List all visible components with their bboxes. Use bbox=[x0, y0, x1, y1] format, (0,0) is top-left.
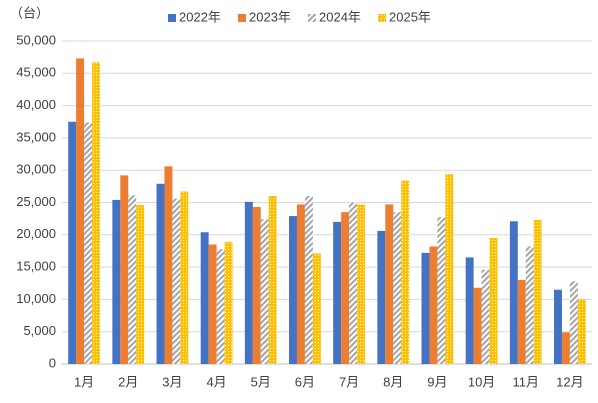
y-tick-label: 30,000 bbox=[16, 162, 56, 177]
bar bbox=[112, 199, 121, 364]
bar bbox=[180, 191, 189, 364]
bar bbox=[164, 166, 173, 364]
y-tick-label: 45,000 bbox=[16, 65, 56, 80]
bar bbox=[208, 244, 217, 364]
bar bbox=[333, 221, 342, 364]
bar bbox=[401, 180, 410, 364]
bar bbox=[465, 257, 474, 364]
bar bbox=[244, 201, 253, 364]
bar bbox=[120, 175, 129, 364]
x-tick-label: 9月 bbox=[427, 374, 447, 389]
bar bbox=[421, 252, 430, 364]
bar bbox=[517, 280, 526, 364]
y-tick-label: 15,000 bbox=[16, 259, 56, 274]
bar bbox=[156, 183, 165, 364]
bar bbox=[569, 281, 578, 364]
bar bbox=[289, 216, 297, 364]
bar bbox=[437, 217, 446, 364]
bar bbox=[489, 238, 498, 364]
bar bbox=[260, 219, 269, 364]
x-tick-label: 10月 bbox=[468, 374, 495, 389]
bar bbox=[136, 205, 145, 364]
x-tick-label: 2月 bbox=[118, 374, 138, 389]
bar bbox=[252, 207, 261, 364]
x-tick-label: 7月 bbox=[339, 374, 359, 389]
bar bbox=[76, 58, 85, 364]
bar bbox=[224, 241, 233, 364]
bar bbox=[200, 232, 209, 364]
bar bbox=[429, 246, 438, 364]
x-tick-label: 5月 bbox=[251, 374, 271, 389]
legend-swatch bbox=[238, 14, 246, 22]
y-unit: （台） bbox=[10, 5, 49, 20]
x-tick-label: 1月 bbox=[74, 374, 94, 389]
bar bbox=[341, 212, 350, 364]
legend-label: 2022年 bbox=[179, 9, 221, 24]
bar bbox=[296, 204, 305, 364]
bar bbox=[561, 332, 570, 364]
y-tick-label: 5,000 bbox=[23, 323, 56, 338]
legend-swatch bbox=[378, 14, 386, 22]
legend-label: 2025年 bbox=[389, 9, 431, 24]
bar bbox=[172, 198, 181, 364]
y-tick-label: 25,000 bbox=[16, 194, 56, 209]
bar bbox=[312, 253, 321, 364]
x-tick-label: 11月 bbox=[513, 374, 540, 389]
bar bbox=[216, 249, 225, 364]
bar bbox=[128, 195, 137, 364]
bar bbox=[445, 174, 454, 364]
x-tick-label: 6月 bbox=[295, 374, 315, 389]
bar bbox=[357, 204, 365, 364]
bar bbox=[525, 246, 534, 364]
legend-swatch bbox=[168, 14, 176, 22]
bar bbox=[481, 269, 490, 364]
y-tick-label: 40,000 bbox=[16, 97, 56, 112]
bar bbox=[68, 121, 77, 364]
legend-label: 2023年 bbox=[249, 9, 291, 24]
bar bbox=[577, 299, 586, 364]
y-tick-label: 35,000 bbox=[16, 129, 56, 144]
bar bbox=[393, 212, 402, 364]
bar bbox=[377, 230, 386, 364]
bar bbox=[533, 219, 542, 364]
bar bbox=[554, 289, 562, 364]
legend-swatch bbox=[308, 14, 316, 22]
y-tick-label: 10,000 bbox=[16, 291, 56, 306]
bar bbox=[304, 196, 313, 364]
bar bbox=[268, 196, 277, 364]
y-tick-label: 20,000 bbox=[16, 226, 56, 241]
x-tick-label: 12月 bbox=[556, 374, 583, 389]
x-tick-label: 4月 bbox=[206, 374, 226, 389]
x-tick-label: 8月 bbox=[383, 374, 403, 389]
bar bbox=[385, 204, 394, 364]
bar bbox=[92, 62, 100, 365]
y-tick-label: 0 bbox=[49, 355, 56, 370]
bar bbox=[473, 287, 482, 364]
bar bbox=[509, 221, 518, 364]
y-tick-label: 50,000 bbox=[16, 32, 56, 47]
bar bbox=[349, 202, 358, 364]
x-tick-label: 3月 bbox=[162, 374, 182, 389]
bar bbox=[84, 122, 93, 364]
legend-label: 2024年 bbox=[319, 9, 361, 24]
